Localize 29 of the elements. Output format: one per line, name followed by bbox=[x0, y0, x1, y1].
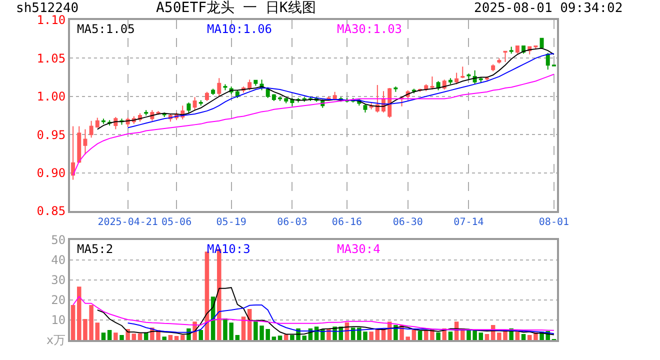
y-tick-label: 1.10 bbox=[36, 13, 66, 28]
text: 2025-08-01 09:34:02 bbox=[474, 1, 623, 16]
x-tick-label: 08-01 bbox=[538, 217, 570, 228]
y-tick-label: 30 bbox=[51, 273, 66, 288]
text: MA10:3 bbox=[207, 242, 250, 256]
x-tick-label: 06-30 bbox=[392, 217, 423, 228]
y-tick-label: 1.05 bbox=[36, 51, 66, 66]
text: MA5:1.05 bbox=[77, 22, 135, 36]
x-tick-label: 05-06 bbox=[161, 217, 192, 228]
y-tick-label: 10 bbox=[51, 313, 66, 328]
text: sh512240 bbox=[16, 1, 79, 16]
text: MA30:4 bbox=[337, 242, 380, 256]
text: MA30:1.03 bbox=[337, 22, 402, 36]
text: MA10:1.06 bbox=[207, 22, 272, 36]
x-tick-label: 07-14 bbox=[454, 217, 484, 228]
y-tick-label: 1.00 bbox=[36, 90, 66, 104]
chart-title: A50ETF龙头 一 日K线图 bbox=[156, 0, 316, 16]
x-tick-label: 06-03 bbox=[277, 217, 308, 228]
x-tick-label: 05-19 bbox=[216, 217, 246, 228]
y-tick-label: 50 bbox=[51, 233, 66, 248]
y-tick-label: 0.95 bbox=[36, 128, 66, 142]
text: MA5:2 bbox=[77, 242, 114, 256]
x-tick-label: 06-16 bbox=[332, 217, 362, 228]
y-tick-label: 40 bbox=[51, 253, 66, 268]
x-tick-label: 2025-04-21 bbox=[98, 217, 158, 228]
y-tick-label: 20 bbox=[51, 293, 66, 308]
y-tick-label: x万 bbox=[46, 333, 66, 348]
y-tick-label: 0.85 bbox=[36, 204, 66, 218]
y-tick-label: 0.90 bbox=[36, 166, 66, 180]
